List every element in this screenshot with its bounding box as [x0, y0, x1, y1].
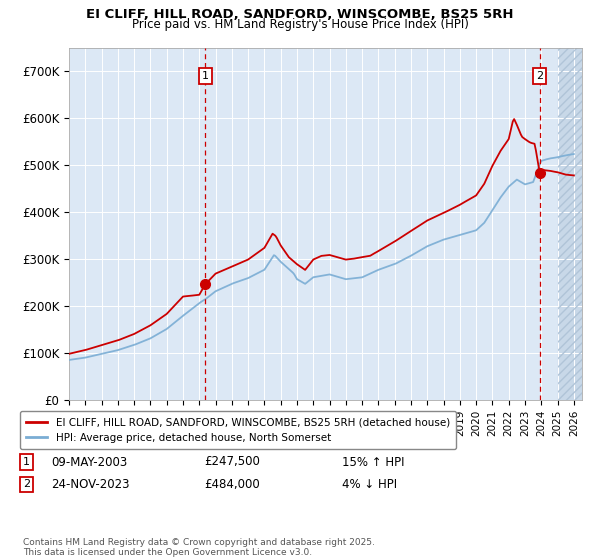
Text: Contains HM Land Registry data © Crown copyright and database right 2025.
This d: Contains HM Land Registry data © Crown c… [23, 538, 374, 557]
Text: £247,500: £247,500 [204, 455, 260, 469]
Text: Price paid vs. HM Land Registry's House Price Index (HPI): Price paid vs. HM Land Registry's House … [131, 18, 469, 31]
Text: 2: 2 [536, 71, 543, 81]
Text: EI CLIFF, HILL ROAD, SANDFORD, WINSCOMBE, BS25 5RH: EI CLIFF, HILL ROAD, SANDFORD, WINSCOMBE… [86, 8, 514, 21]
Legend: EI CLIFF, HILL ROAD, SANDFORD, WINSCOMBE, BS25 5RH (detached house), HPI: Averag: EI CLIFF, HILL ROAD, SANDFORD, WINSCOMBE… [20, 411, 456, 449]
Text: 4% ↓ HPI: 4% ↓ HPI [342, 478, 397, 491]
Bar [557, 48, 582, 400]
Text: 1: 1 [202, 71, 209, 81]
Text: 1: 1 [23, 457, 30, 467]
Text: £484,000: £484,000 [204, 478, 260, 491]
Text: 24-NOV-2023: 24-NOV-2023 [51, 478, 130, 491]
Bar [557, 48, 582, 400]
Text: 2: 2 [23, 479, 30, 489]
Text: 15% ↑ HPI: 15% ↑ HPI [342, 455, 404, 469]
Text: 09-MAY-2003: 09-MAY-2003 [51, 455, 127, 469]
